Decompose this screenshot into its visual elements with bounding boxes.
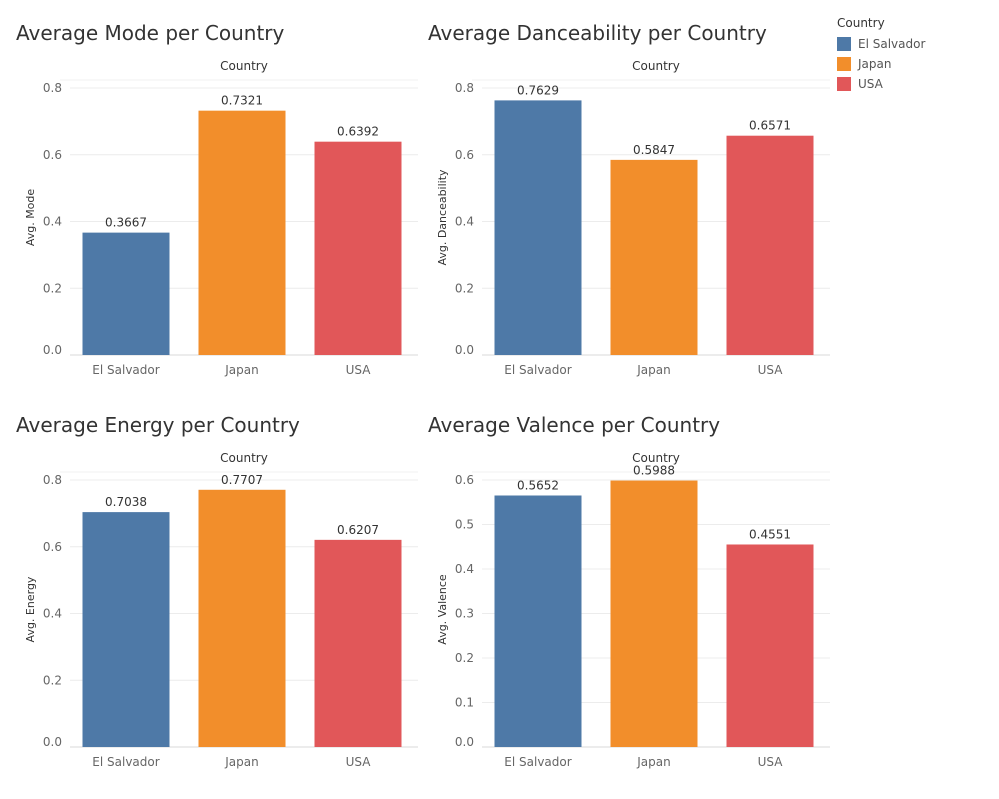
y-axis-label: Avg. Valence: [436, 574, 449, 645]
chart-mode: Country 0.0 0.2 0.4 0.6 0.8 Avg. Mode 0.3667 El …: [24, 59, 418, 377]
y-tick-label: 0.8: [43, 81, 62, 95]
x-tick-label-usa: USA: [758, 363, 784, 377]
data-label-el-salvador: 0.3667: [105, 216, 147, 230]
bar-el-salvador[interactable]: [82, 232, 170, 355]
y-tick-label: 0.5: [455, 518, 474, 532]
data-label-japan: 0.5988: [633, 464, 675, 478]
chart-header: Country: [632, 59, 680, 73]
x-tick-label-japan: Japan: [636, 755, 670, 769]
data-label-usa: 0.6207: [337, 523, 379, 537]
y-tick-label: 0.1: [455, 696, 474, 710]
y-tick-label: 0.0: [455, 735, 474, 749]
x-tick-label-japan: Japan: [636, 363, 670, 377]
x-tick-label-el-salvador: El Salvador: [504, 755, 571, 769]
chart-title-valence: Average Valence per Country: [428, 413, 721, 437]
data-label-usa: 0.4551: [749, 527, 791, 541]
bar-japan[interactable]: [198, 110, 286, 356]
chart-valence: Country 0.0 0.1 0.2 0.3 0.4 0.5 0.6 Avg. Valence…: [436, 451, 830, 769]
legend-item-el-salvador[interactable]: El Salvador: [837, 34, 925, 54]
data-label-el-salvador: 0.5652: [517, 478, 559, 492]
legend-title: Country: [837, 16, 885, 30]
legend-item-japan[interactable]: Japan: [837, 54, 925, 74]
bar-el-salvador[interactable]: [82, 512, 170, 747]
bar-el-salvador[interactable]: [494, 495, 582, 747]
bar-japan[interactable]: [610, 480, 698, 747]
x-tick-label-usa: USA: [346, 363, 372, 377]
y-axis-label: Avg. Mode: [24, 189, 37, 247]
y-tick-label: 0.0: [43, 735, 62, 749]
chart-title-energy: Average Energy per Country: [16, 413, 300, 437]
y-tick-label: 0.6: [43, 148, 62, 162]
legend-swatch-japan: [837, 57, 851, 71]
x-tick-label-usa: USA: [346, 755, 372, 769]
bar-el-salvador[interactable]: [494, 100, 582, 355]
y-axis-label: Avg. Energy: [24, 576, 37, 642]
y-tick-label: 0.6: [455, 473, 474, 487]
legend-label-usa: USA: [858, 77, 883, 91]
data-label-el-salvador: 0.7038: [105, 495, 147, 509]
y-tick-label: 0.6: [455, 148, 474, 162]
y-tick-label: 0.6: [43, 540, 62, 554]
x-tick-label-japan: Japan: [224, 363, 258, 377]
y-tick-label: 0.8: [455, 81, 474, 95]
y-tick-label: 0.4: [43, 607, 62, 621]
legend-swatch-usa: [837, 77, 851, 91]
chart-energy: Country 0.0 0.2 0.4 0.6 0.8 Avg. Energy 0.7038 E…: [24, 451, 418, 769]
x-tick-label-el-salvador: El Salvador: [504, 363, 571, 377]
legend-label-japan: Japan: [858, 57, 892, 71]
data-label-usa: 0.6571: [749, 119, 791, 133]
data-label-usa: 0.6392: [337, 125, 379, 139]
bar-usa[interactable]: [314, 141, 402, 355]
x-tick-label-el-salvador: El Salvador: [92, 363, 159, 377]
y-tick-label: 0.2: [43, 281, 62, 295]
y-tick-label: 0.3: [455, 607, 474, 621]
bar-usa[interactable]: [726, 544, 814, 747]
x-tick-label-el-salvador: El Salvador: [92, 755, 159, 769]
y-tick-label: 0.2: [455, 651, 474, 665]
chart-header: Country: [220, 451, 268, 465]
data-label-japan: 0.7321: [221, 94, 263, 108]
y-tick-label: 0.2: [455, 281, 474, 295]
data-label-japan: 0.5847: [633, 143, 675, 157]
y-tick-label: 0.0: [455, 343, 474, 357]
y-tick-label: 0.2: [43, 673, 62, 687]
y-axis-label: Avg. Danceability: [436, 169, 449, 266]
bar-japan[interactable]: [610, 159, 698, 355]
data-label-el-salvador: 0.7629: [517, 83, 559, 97]
data-label-japan: 0.7707: [221, 473, 263, 487]
x-tick-label-usa: USA: [758, 755, 784, 769]
y-tick-label: 0.0: [43, 343, 62, 357]
y-tick-label: 0.8: [43, 473, 62, 487]
chart-header: Country: [220, 59, 268, 73]
legend: Country El Salvador Japan USA: [837, 16, 925, 94]
chart-header: Country: [632, 451, 680, 465]
y-tick-label: 0.4: [43, 215, 62, 229]
y-tick-label: 0.4: [455, 562, 474, 576]
x-tick-label-japan: Japan: [224, 755, 258, 769]
legend-swatch-el-salvador: [837, 37, 851, 51]
legend-label-el-salvador: El Salvador: [858, 37, 926, 51]
y-tick-label: 0.4: [455, 215, 474, 229]
bar-japan[interactable]: [198, 489, 286, 747]
chart-title-mode: Average Mode per Country: [16, 21, 285, 45]
chart-title-danceability: Average Danceability per Country: [428, 21, 767, 45]
bar-usa[interactable]: [726, 135, 814, 355]
legend-item-usa[interactable]: USA: [837, 74, 925, 94]
bar-usa[interactable]: [314, 539, 402, 747]
chart-danceability: Country 0.0 0.2 0.4 0.6 0.8 Avg. Danceability 0…: [436, 59, 830, 377]
